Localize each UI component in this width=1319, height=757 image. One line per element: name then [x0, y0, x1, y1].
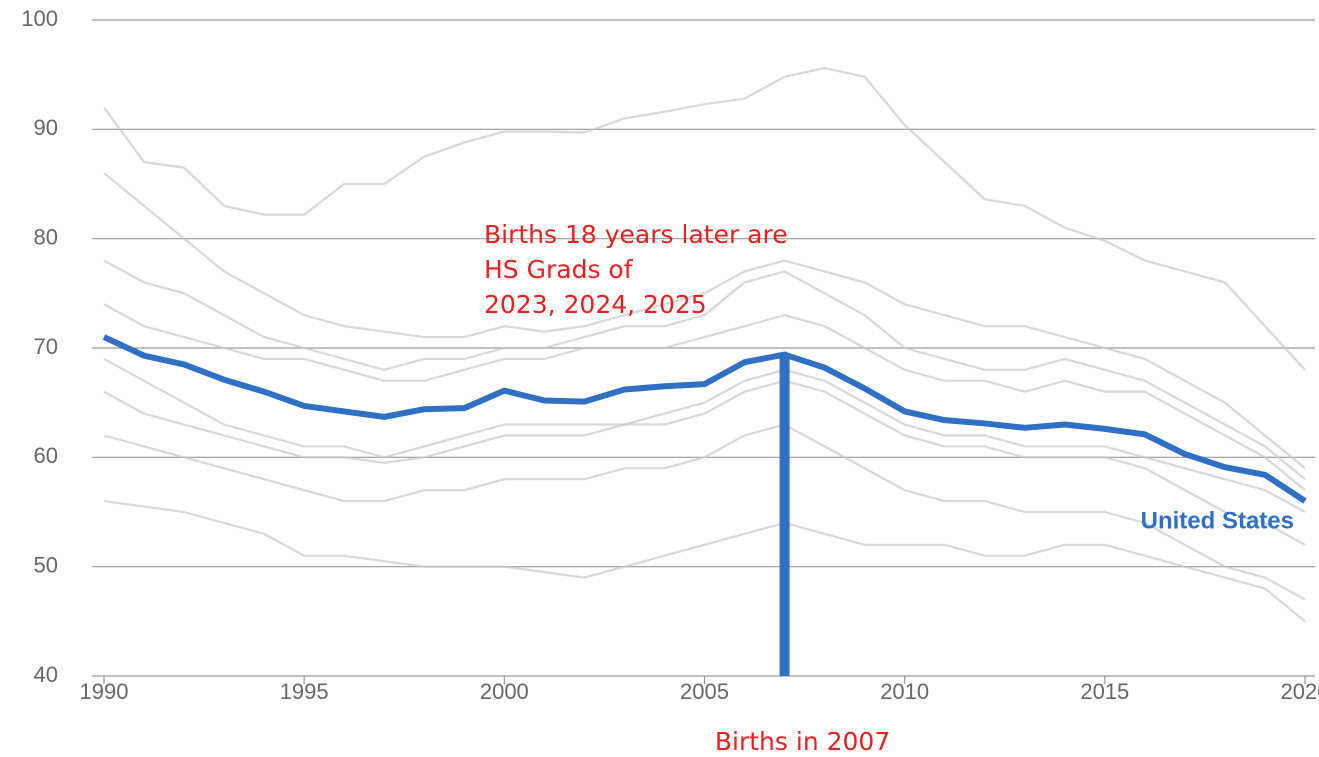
- state-line: [103, 303, 1306, 491]
- x-tick-label: 2005: [680, 679, 729, 704]
- x-tick-label: 1995: [280, 679, 329, 704]
- y-tick-label: 70: [34, 334, 58, 359]
- state-line: [103, 172, 1306, 470]
- x-tick-label: 2020: [1281, 679, 1319, 704]
- y-tick-label: 90: [34, 115, 58, 140]
- y-tick-label: 60: [34, 443, 58, 468]
- annotation: HS Grads of: [484, 255, 634, 284]
- y-tick-label: 80: [34, 224, 58, 249]
- state-line: [103, 499, 1306, 623]
- state-line: [103, 379, 1306, 546]
- annotation: Births 18 years later are: [484, 220, 788, 249]
- y-tick-label: 100: [21, 6, 58, 31]
- x-tick-label: 2015: [1080, 679, 1129, 704]
- vline-label: Births in 2007: [715, 727, 890, 756]
- x-tick-label: 2010: [880, 679, 929, 704]
- x-tick-label: 1990: [80, 679, 129, 704]
- state-line: [103, 259, 1306, 481]
- y-tick-label: 50: [34, 552, 58, 577]
- state-line: [103, 357, 1306, 513]
- main-line: [102, 334, 1307, 504]
- annotation: 2023, 2024, 2025: [484, 290, 707, 319]
- y-tick-label: 40: [34, 662, 58, 687]
- state-line: [103, 67, 1306, 371]
- x-tick-label: 2000: [480, 679, 529, 704]
- state-line: [103, 423, 1306, 601]
- series-label: United States: [1141, 507, 1294, 534]
